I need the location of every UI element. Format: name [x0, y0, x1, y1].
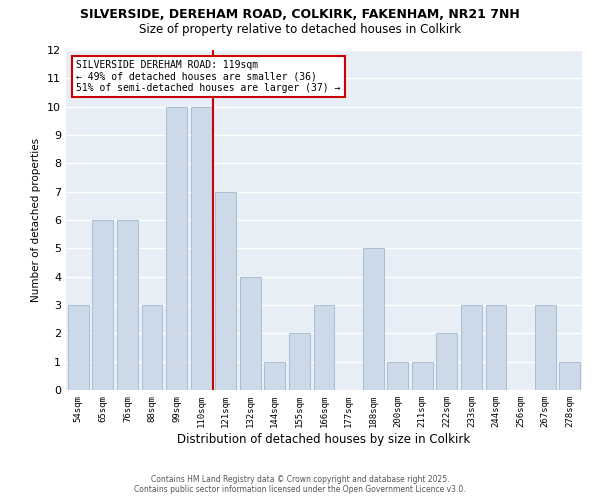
- Bar: [559, 362, 580, 390]
- Bar: [412, 362, 433, 390]
- Bar: [68, 305, 89, 390]
- Text: Size of property relative to detached houses in Colkirk: Size of property relative to detached ho…: [139, 22, 461, 36]
- Y-axis label: Number of detached properties: Number of detached properties: [31, 138, 41, 302]
- Text: SILVERSIDE DEREHAM ROAD: 119sqm
← 49% of detached houses are smaller (36)
51% of: SILVERSIDE DEREHAM ROAD: 119sqm ← 49% of…: [76, 60, 341, 94]
- Bar: [436, 334, 457, 390]
- Bar: [535, 305, 556, 390]
- Bar: [265, 362, 286, 390]
- Bar: [166, 106, 187, 390]
- Bar: [314, 305, 334, 390]
- Text: Contains HM Land Registry data © Crown copyright and database right 2025.
Contai: Contains HM Land Registry data © Crown c…: [134, 474, 466, 494]
- Bar: [191, 106, 212, 390]
- X-axis label: Distribution of detached houses by size in Colkirk: Distribution of detached houses by size …: [178, 432, 470, 446]
- Bar: [92, 220, 113, 390]
- Bar: [387, 362, 408, 390]
- Bar: [240, 276, 261, 390]
- Bar: [485, 305, 506, 390]
- Bar: [362, 248, 383, 390]
- Bar: [117, 220, 138, 390]
- Bar: [289, 334, 310, 390]
- Bar: [461, 305, 482, 390]
- Bar: [215, 192, 236, 390]
- Text: SILVERSIDE, DEREHAM ROAD, COLKIRK, FAKENHAM, NR21 7NH: SILVERSIDE, DEREHAM ROAD, COLKIRK, FAKEN…: [80, 8, 520, 20]
- Bar: [142, 305, 163, 390]
